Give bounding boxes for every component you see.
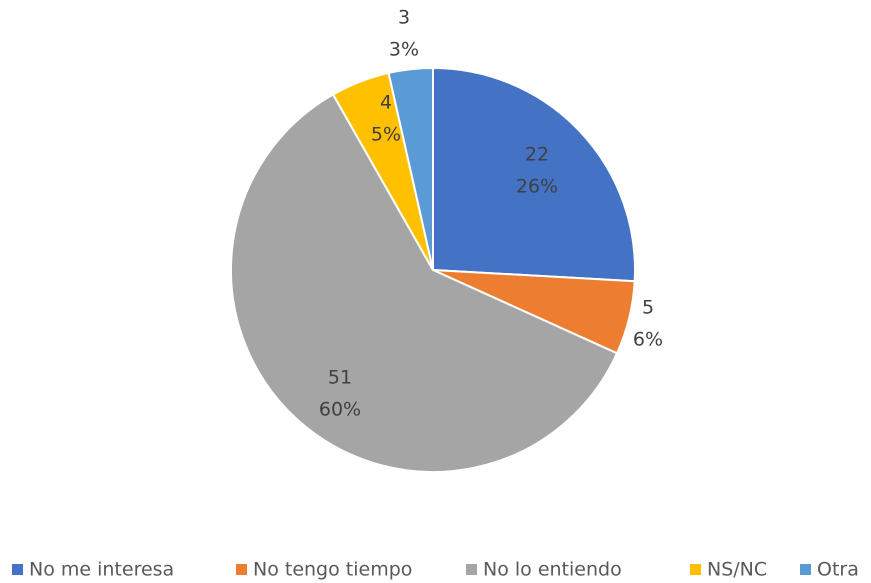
legend-marker bbox=[800, 564, 811, 575]
pie-slice bbox=[387, 66, 434, 271]
percentage-label: 6% bbox=[633, 329, 663, 351]
percentage-label: 26% bbox=[516, 176, 558, 198]
legend-label: No tengo tiempo bbox=[253, 559, 412, 581]
percentage-label: 5% bbox=[371, 124, 401, 146]
legend-marker bbox=[690, 564, 701, 575]
data-label: 51 bbox=[328, 367, 352, 389]
pie-slice bbox=[230, 93, 619, 473]
data-label: 22 bbox=[525, 144, 549, 166]
pie-slice bbox=[432, 66, 636, 283]
legend-marker bbox=[12, 564, 23, 575]
legend-label: NS/NC bbox=[707, 559, 767, 581]
legend-label: Otra bbox=[817, 559, 859, 581]
legend-label: No lo entiendo bbox=[483, 559, 622, 581]
legend-marker bbox=[236, 564, 247, 575]
legend-label: No me interesa bbox=[29, 559, 174, 581]
data-label: 3 bbox=[398, 7, 410, 29]
percentage-label: 3% bbox=[389, 39, 419, 61]
percentage-label: 60% bbox=[319, 399, 361, 421]
legend-marker bbox=[466, 564, 477, 575]
data-label: 5 bbox=[642, 297, 654, 319]
data-label: 4 bbox=[380, 92, 392, 114]
